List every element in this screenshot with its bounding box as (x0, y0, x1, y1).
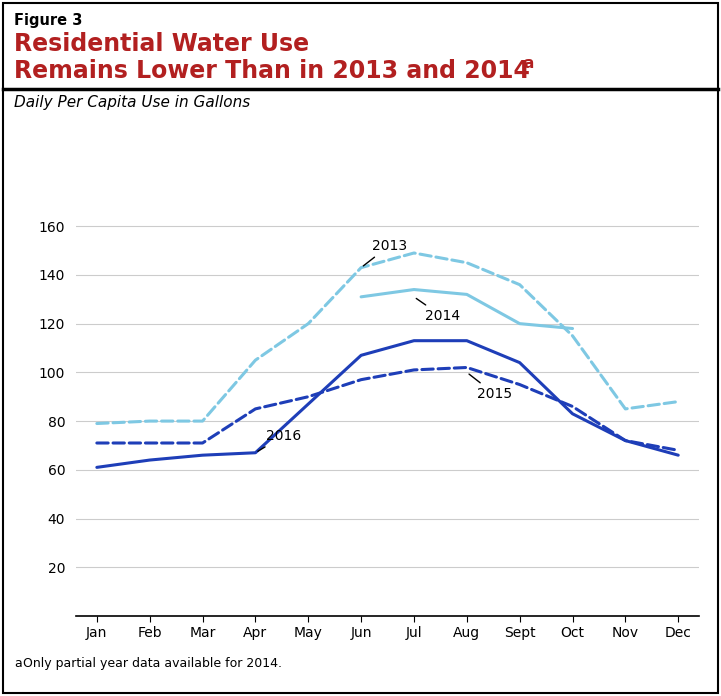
Text: 2016: 2016 (258, 429, 301, 451)
Text: Daily Per Capita Use in Gallons: Daily Per Capita Use in Gallons (14, 95, 250, 110)
Text: a: a (14, 657, 22, 670)
Text: Only partial year data available for 2014.: Only partial year data available for 201… (19, 657, 282, 670)
Text: 2015: 2015 (469, 374, 513, 402)
Text: 2014: 2014 (416, 299, 460, 324)
Text: a: a (523, 56, 534, 71)
Text: 2013: 2013 (363, 239, 407, 266)
Text: Residential Water Use: Residential Water Use (14, 32, 309, 56)
Text: Figure 3: Figure 3 (14, 13, 82, 28)
Text: Remains Lower Than in 2013 and 2014: Remains Lower Than in 2013 and 2014 (14, 59, 530, 83)
